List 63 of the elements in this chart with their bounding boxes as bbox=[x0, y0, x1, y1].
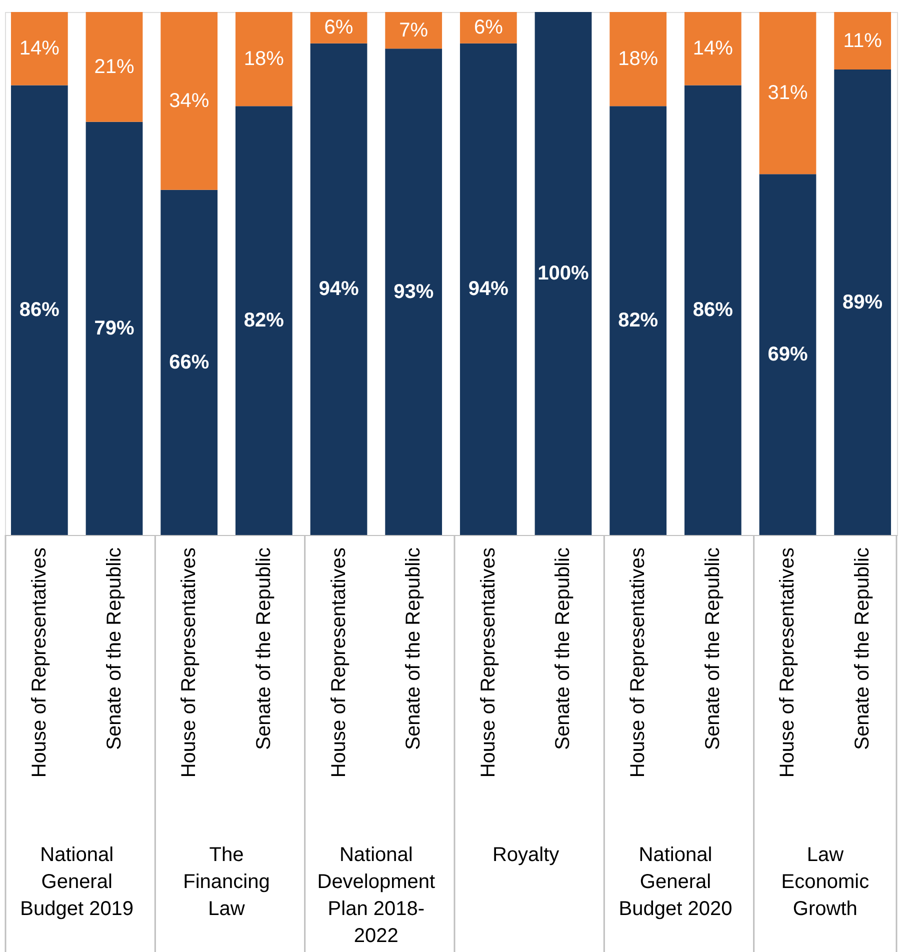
text: The Financing Law bbox=[183, 844, 270, 920]
data-label: 94% bbox=[468, 278, 509, 300]
bar bbox=[310, 43, 368, 535]
data-label: 18% bbox=[618, 48, 658, 70]
data-label: 86% bbox=[19, 299, 60, 322]
data-label: 7% bbox=[399, 19, 428, 42]
text: National General Budget 2019 bbox=[20, 844, 134, 920]
x-tick-label: Senate of the Republic bbox=[103, 548, 126, 750]
text: National General Budget 2020 bbox=[618, 844, 732, 920]
bar bbox=[834, 12, 892, 70]
x-tick-label: Senate of the Republic bbox=[552, 548, 574, 750]
x-tick-label: Senate of the Republic bbox=[402, 548, 425, 750]
data-label: 94% bbox=[318, 278, 359, 300]
bar bbox=[385, 12, 442, 49]
bar bbox=[235, 106, 292, 535]
data-label: 100% bbox=[538, 262, 590, 284]
bar bbox=[610, 106, 667, 535]
bar bbox=[759, 174, 816, 535]
bar bbox=[385, 48, 442, 535]
x-tick-label: Senate of the Republic bbox=[702, 548, 724, 750]
data-label: 6% bbox=[474, 16, 504, 39]
data-label: 21% bbox=[94, 56, 134, 78]
data-label: 31% bbox=[768, 82, 808, 104]
data-label: 14% bbox=[19, 38, 60, 60]
bar bbox=[235, 12, 292, 106]
x-tick-label: House of Representatives bbox=[627, 548, 650, 778]
data-label: 82% bbox=[244, 310, 284, 332]
bar bbox=[834, 70, 892, 535]
data-label: 93% bbox=[394, 280, 434, 303]
text: Royalty bbox=[492, 844, 560, 866]
bar bbox=[86, 12, 143, 122]
x-tick-label: Senate of the Republic bbox=[252, 548, 275, 750]
x-tick-label: House of Representatives bbox=[178, 548, 200, 778]
bar bbox=[534, 12, 592, 535]
bar bbox=[759, 12, 816, 174]
x-tick-label: House of Representatives bbox=[28, 548, 50, 778]
bar bbox=[460, 12, 517, 44]
bar bbox=[610, 12, 667, 106]
x-tick-label: House of Representatives bbox=[776, 548, 799, 778]
bar bbox=[160, 12, 218, 190]
bar bbox=[86, 122, 143, 535]
bar bbox=[460, 43, 517, 535]
bar bbox=[684, 85, 742, 535]
bar bbox=[10, 12, 68, 86]
text: Law Economic Growth bbox=[781, 844, 870, 920]
data-label: 82% bbox=[618, 310, 658, 332]
data-label: 34% bbox=[169, 90, 210, 112]
bar bbox=[684, 12, 742, 86]
x-tick-label: House of Representatives bbox=[328, 548, 350, 778]
bar bbox=[160, 190, 218, 535]
data-label: 11% bbox=[843, 30, 882, 52]
data-label: 6% bbox=[324, 16, 354, 39]
data-label: 79% bbox=[94, 317, 134, 340]
data-label: 14% bbox=[692, 38, 734, 60]
data-label: 69% bbox=[768, 344, 808, 366]
data-label: 86% bbox=[692, 299, 734, 322]
x-tick-label: Senate of the Republic bbox=[852, 548, 874, 750]
data-label: 89% bbox=[842, 291, 883, 314]
bar bbox=[10, 85, 68, 535]
data-label: 18% bbox=[244, 48, 284, 70]
data-label: 66% bbox=[169, 351, 210, 374]
x-tick-label: House of Representatives bbox=[477, 548, 500, 778]
text: National Development Plan 2018- 2022 bbox=[317, 844, 436, 947]
